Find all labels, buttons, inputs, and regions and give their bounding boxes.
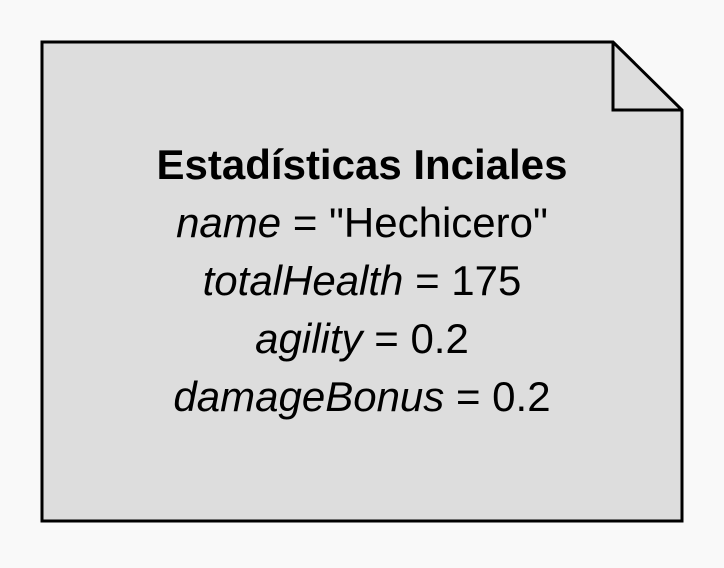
attribute-name: name <box>176 199 282 246</box>
attribute-row: agility = 0.2 <box>42 310 682 368</box>
attribute-operator: = <box>415 257 440 304</box>
attribute-value: 0.2 <box>410 315 469 362</box>
note-body <box>40 40 684 523</box>
attribute-name: damageBonus <box>173 373 445 420</box>
attribute-value: 175 <box>451 257 522 304</box>
attribute-value: "Hechicero" <box>329 199 548 246</box>
attribute-operator: = <box>455 373 481 420</box>
attribute-row: totalHealth = 175 <box>42 252 682 310</box>
note-title: Estadísticas Inciales <box>156 141 568 188</box>
attribute-name: totalHealth <box>202 257 404 304</box>
uml-note-content: Estadísticas Inciales name = "Hechicero"… <box>42 136 682 426</box>
attribute-name: agility <box>255 315 363 362</box>
note-folded-corner <box>611 42 682 112</box>
attribute-row: damageBonus = 0.2 <box>42 368 682 426</box>
attribute-value: 0.2 <box>492 373 551 420</box>
attribute-operator: = <box>374 315 399 362</box>
attribute-operator: = <box>292 199 318 246</box>
attribute-row: name = "Hechicero" <box>42 194 682 252</box>
